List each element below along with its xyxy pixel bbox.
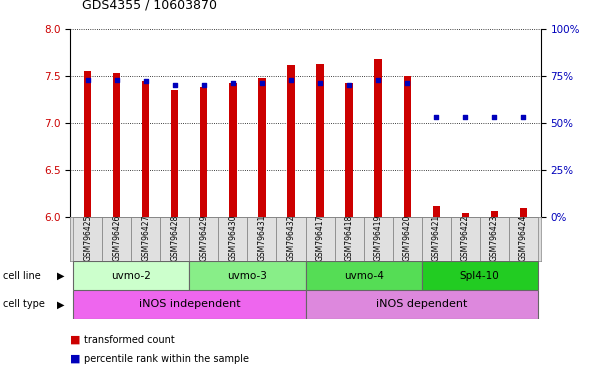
Text: GSM796432: GSM796432 — [287, 215, 296, 262]
Bar — [189, 261, 306, 290]
Text: GSM796426: GSM796426 — [112, 215, 121, 262]
Text: GSM796419: GSM796419 — [373, 215, 382, 262]
Bar — [316, 64, 324, 217]
Point — [373, 76, 383, 83]
Text: GSM796429: GSM796429 — [199, 215, 208, 262]
Point — [402, 80, 412, 86]
Text: ▶: ▶ — [57, 270, 64, 281]
Bar — [287, 65, 295, 217]
Bar — [393, 217, 422, 261]
Point — [141, 78, 151, 84]
Bar — [73, 217, 102, 261]
Bar — [73, 290, 306, 319]
Bar — [247, 217, 276, 261]
Text: cell line: cell line — [3, 270, 41, 281]
Bar — [142, 81, 150, 217]
Point — [112, 76, 122, 83]
Bar — [403, 76, 411, 217]
Text: ▶: ▶ — [57, 299, 64, 310]
Text: GSM796425: GSM796425 — [83, 215, 92, 262]
Point — [170, 82, 180, 88]
Bar — [276, 217, 306, 261]
Text: GSM796430: GSM796430 — [229, 215, 238, 262]
Text: GSM796427: GSM796427 — [141, 215, 150, 262]
Text: cell type: cell type — [3, 299, 45, 310]
Bar — [306, 261, 422, 290]
Bar — [73, 261, 189, 290]
Text: uvmo-4: uvmo-4 — [343, 270, 384, 281]
Bar — [84, 71, 91, 217]
Bar — [258, 78, 266, 217]
Bar — [461, 213, 469, 217]
Bar — [113, 73, 120, 217]
Bar — [480, 217, 509, 261]
Bar — [306, 217, 335, 261]
Bar — [102, 217, 131, 261]
Text: iNOS dependent: iNOS dependent — [376, 299, 467, 310]
Bar — [422, 217, 451, 261]
Point — [344, 82, 354, 88]
Text: GSM796428: GSM796428 — [170, 215, 179, 261]
Point — [257, 80, 267, 86]
Bar — [160, 217, 189, 261]
Point — [199, 82, 209, 88]
Point — [286, 76, 296, 83]
Bar — [200, 87, 208, 217]
Point — [83, 76, 93, 83]
Text: GSM796418: GSM796418 — [345, 215, 354, 261]
Text: iNOS independent: iNOS independent — [139, 299, 240, 310]
Bar — [229, 83, 236, 217]
Point — [431, 114, 441, 120]
Bar — [345, 83, 353, 217]
Bar — [491, 211, 498, 217]
Text: GSM796422: GSM796422 — [461, 215, 470, 261]
Bar — [520, 208, 527, 217]
Text: Spl4-10: Spl4-10 — [460, 270, 500, 281]
Text: GDS4355 / 10603870: GDS4355 / 10603870 — [82, 0, 218, 12]
Text: GSM796417: GSM796417 — [315, 215, 324, 262]
Text: GSM796431: GSM796431 — [257, 215, 266, 262]
Text: transformed count: transformed count — [84, 335, 175, 345]
Bar — [433, 206, 440, 217]
Bar — [306, 290, 538, 319]
Bar — [335, 217, 364, 261]
Text: GSM796420: GSM796420 — [403, 215, 412, 262]
Bar — [189, 217, 218, 261]
Text: percentile rank within the sample: percentile rank within the sample — [84, 354, 249, 364]
Bar — [364, 217, 393, 261]
Point — [460, 114, 470, 120]
Bar — [375, 59, 382, 217]
Text: ■: ■ — [70, 335, 81, 345]
Point — [228, 80, 238, 86]
Point — [518, 114, 528, 120]
Bar — [509, 217, 538, 261]
Text: uvmo-2: uvmo-2 — [111, 270, 151, 281]
Bar — [131, 217, 160, 261]
Bar — [422, 261, 538, 290]
Text: GSM796421: GSM796421 — [432, 215, 441, 261]
Text: GSM796423: GSM796423 — [490, 215, 499, 262]
Point — [315, 80, 325, 86]
Text: uvmo-3: uvmo-3 — [227, 270, 268, 281]
Point — [489, 114, 499, 120]
Bar — [218, 217, 247, 261]
Text: GSM796424: GSM796424 — [519, 215, 528, 262]
Bar — [171, 90, 178, 217]
Text: ■: ■ — [70, 354, 81, 364]
Bar — [451, 217, 480, 261]
